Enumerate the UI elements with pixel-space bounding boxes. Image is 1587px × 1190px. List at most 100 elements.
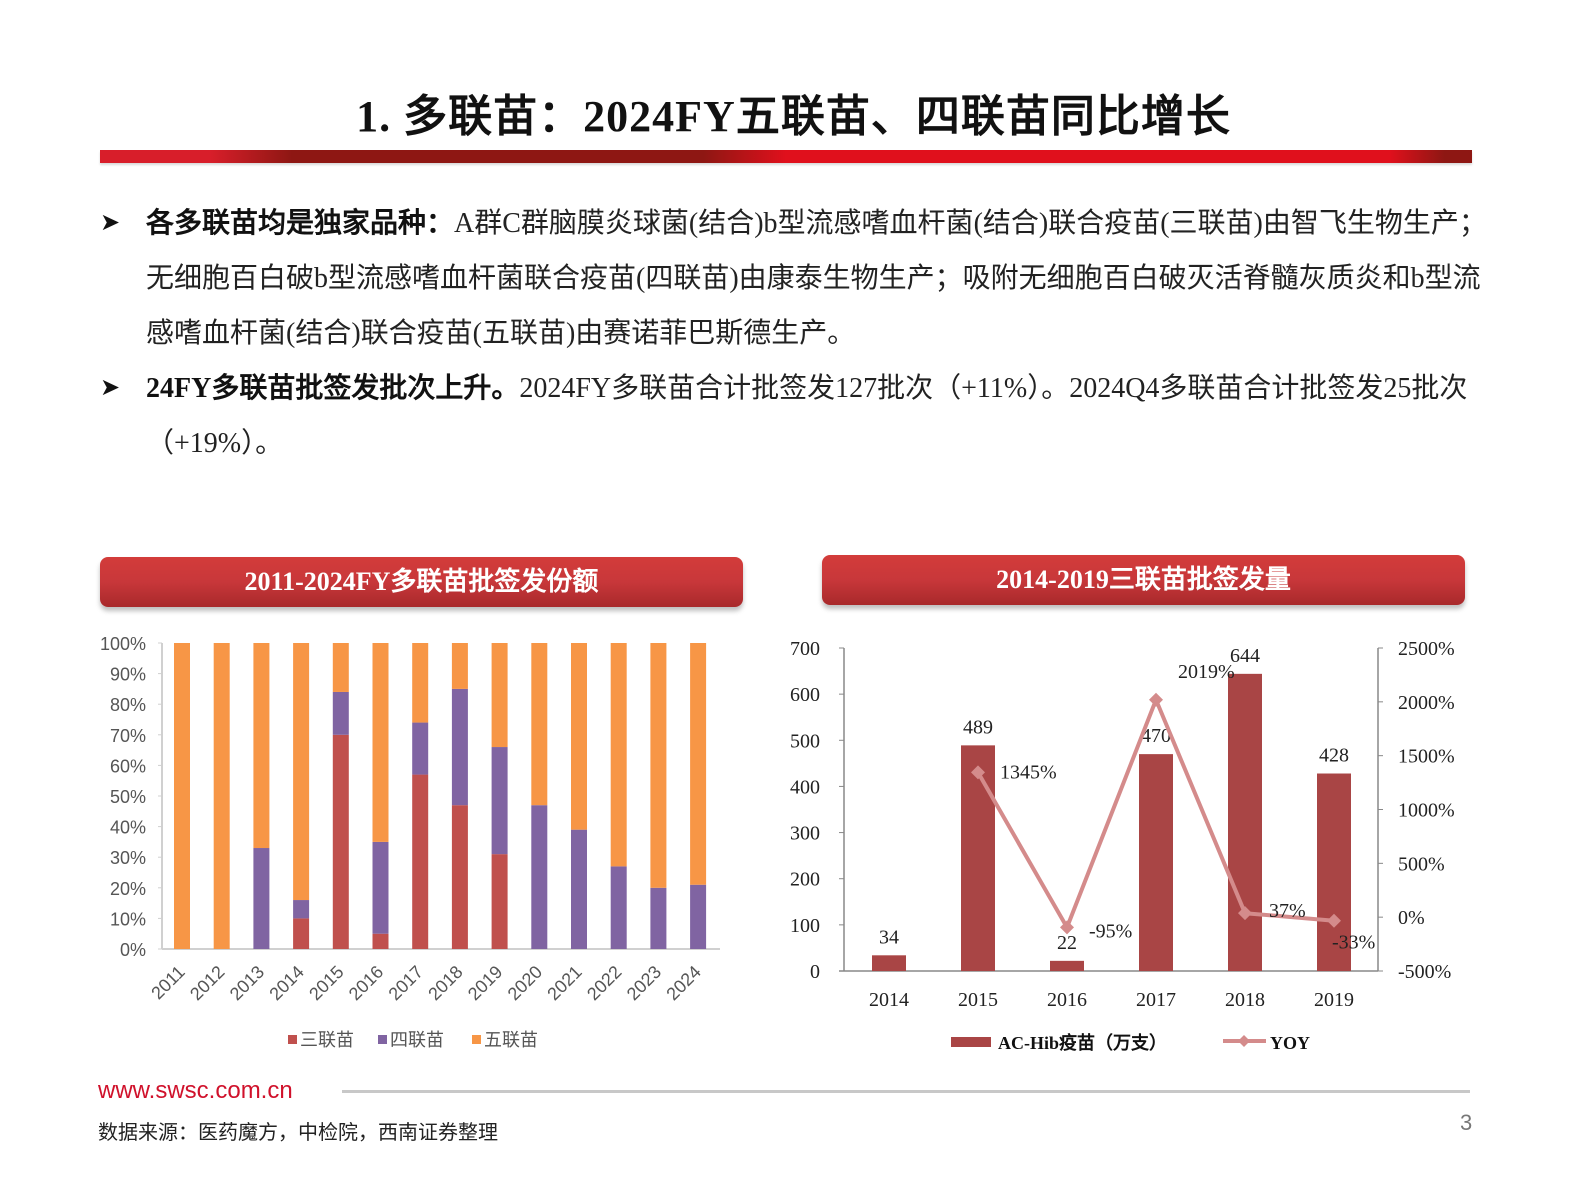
bar-segment <box>412 774 429 949</box>
y-tick-label: 60% <box>110 756 146 776</box>
bar-segment <box>690 643 707 885</box>
footer-url: www.swsc.com.cn <box>98 1077 293 1104</box>
x-tick-label: 2018 <box>1225 989 1265 1011</box>
yoy-value-label: 2019% <box>1178 661 1235 683</box>
y-tick-label: 50% <box>110 787 146 807</box>
x-tick-label: 2016 <box>1047 989 1087 1011</box>
x-tick-label: 2019 <box>464 962 506 1004</box>
left-tick-label: 0 <box>810 961 820 983</box>
bullet-text: A群C群脑膜炎球菌(结合)b型流感嗜血杆菌(结合)联合疫苗(三联苗)由智飞生物生… <box>146 208 1487 349</box>
right-tick-label: -500% <box>1398 961 1451 983</box>
bar-value-label: 489 <box>963 716 993 738</box>
bar-segment <box>491 643 508 748</box>
bar-segment <box>174 643 190 949</box>
y-tick-label: 40% <box>110 818 146 838</box>
footer-divider <box>342 1090 1470 1093</box>
bar-segment <box>491 747 508 855</box>
bar-segment <box>412 643 429 723</box>
x-tick-label: 2013 <box>226 962 268 1004</box>
bar-segment <box>451 805 468 949</box>
legend-bar-label: AC-Hib疫苗（万支） <box>998 1032 1167 1053</box>
bar-segment <box>650 643 667 888</box>
x-tick-label: 2011 <box>147 962 189 1004</box>
bar-segment <box>690 884 707 949</box>
left-tick-label: 600 <box>790 684 820 706</box>
left-tick-label: 200 <box>790 869 820 891</box>
y-tick-label: 90% <box>110 665 146 685</box>
bar-segment <box>372 841 389 934</box>
bullet-list: ➤ 各多联苗均是独家品种：A群C群脑膜炎球菌(结合)b型流感嗜血杆菌(结合)联合… <box>100 196 1490 471</box>
x-tick-label: 2020 <box>504 962 546 1004</box>
x-tick-label: 2014 <box>265 962 307 1004</box>
arrow-bullet-icon: ➤ <box>100 210 121 236</box>
bar-segment <box>451 688 468 806</box>
x-tick-label: 2017 <box>1136 989 1176 1011</box>
bullet-lead: 24FY多联苗批签发批次上升。 <box>146 373 520 404</box>
y-tick-label: 10% <box>110 909 146 929</box>
bar-segment <box>650 887 667 949</box>
right-tick-label: 1000% <box>1398 800 1455 822</box>
bar-segment <box>412 722 429 775</box>
yoy-value-label: 1345% <box>1000 761 1057 783</box>
x-tick-label: 2021 <box>543 962 585 1004</box>
x-tick-label: 2024 <box>662 962 704 1004</box>
bar-segment <box>531 643 548 806</box>
bar-segment <box>213 643 230 949</box>
bar-value-label: 428 <box>1319 745 1349 767</box>
bar-segment <box>571 829 587 949</box>
slide-title: 1. 多联苗：2024FY五联苗、四联苗同比增长 <box>356 92 1231 141</box>
bar-value-label: 22 <box>1057 932 1077 954</box>
bar-line-chart: 0 100 200 300 400 500 600 700 -500% 0% 500% 1000% 15… <box>790 638 1455 1053</box>
bullet-text: 2024FY多联苗合计批签发127批次（+11%）。2024Q4多联苗合计批签发… <box>146 373 1468 459</box>
bar <box>1139 754 1173 971</box>
x-tick-label: 2018 <box>424 962 466 1004</box>
legend-diamond-icon <box>1238 1035 1250 1047</box>
right-chart-title: 2014-2019三联苗批签发量 <box>822 555 1465 605</box>
bar-segment <box>610 643 627 867</box>
yoy-marker <box>1149 692 1163 707</box>
bar <box>872 955 906 971</box>
bar-segment <box>293 643 310 901</box>
legend-label: 三联苗 <box>300 1030 354 1050</box>
left-tick-label: 700 <box>790 638 820 660</box>
x-tick-label: 2015 <box>305 962 347 1004</box>
bar-value-label: 470 <box>1141 725 1171 747</box>
x-tick-label: 2022 <box>583 962 625 1004</box>
x-tick-label: 2015 <box>958 989 998 1011</box>
x-tick-label: 2017 <box>385 962 427 1004</box>
left-tick-label: 100 <box>790 915 820 937</box>
right-tick-label: 2000% <box>1398 692 1455 714</box>
yoy-marker <box>971 765 985 780</box>
left-tick-label: 300 <box>790 823 820 845</box>
bar-segment <box>491 854 508 949</box>
left-chart-title: 2011-2024FY多联苗批签发份额 <box>100 557 743 607</box>
legend-bar-swatch <box>951 1037 991 1047</box>
bar-segment <box>451 643 468 689</box>
bar <box>1317 773 1351 971</box>
y-tick-label: 0% <box>120 940 146 960</box>
x-tick-label: 2014 <box>869 989 909 1011</box>
x-tick-label: 2016 <box>345 962 387 1004</box>
right-tick-label: 2500% <box>1398 638 1455 660</box>
bar-segment <box>372 933 389 949</box>
bar-segment <box>293 918 310 949</box>
legend-swatch <box>288 1035 297 1044</box>
yoy-marker <box>1238 906 1252 921</box>
right-tick-label: 0% <box>1398 907 1425 929</box>
right-tick-label: 1500% <box>1398 746 1455 768</box>
yoy-value-label: 37% <box>1269 900 1306 922</box>
legend-swatch <box>472 1035 481 1044</box>
legend-line-label: YOY <box>1270 1033 1310 1053</box>
bar-segment <box>571 643 587 830</box>
bullet-item: ➤ 24FY多联苗批签发批次上升。2024FY多联苗合计批签发127批次（+11… <box>100 361 1490 471</box>
bar-segment <box>293 900 310 919</box>
x-tick-label: 2012 <box>186 962 228 1004</box>
left-tick-label: 400 <box>790 776 820 798</box>
left-tick-label: 500 <box>790 730 820 752</box>
bar-segment <box>332 643 349 692</box>
legend-label: 五联苗 <box>484 1030 538 1050</box>
yoy-value-label: -33% <box>1332 932 1375 954</box>
bar-value-label: 34 <box>879 926 899 948</box>
y-tick-label: 20% <box>110 879 146 899</box>
bar <box>1050 960 1084 971</box>
